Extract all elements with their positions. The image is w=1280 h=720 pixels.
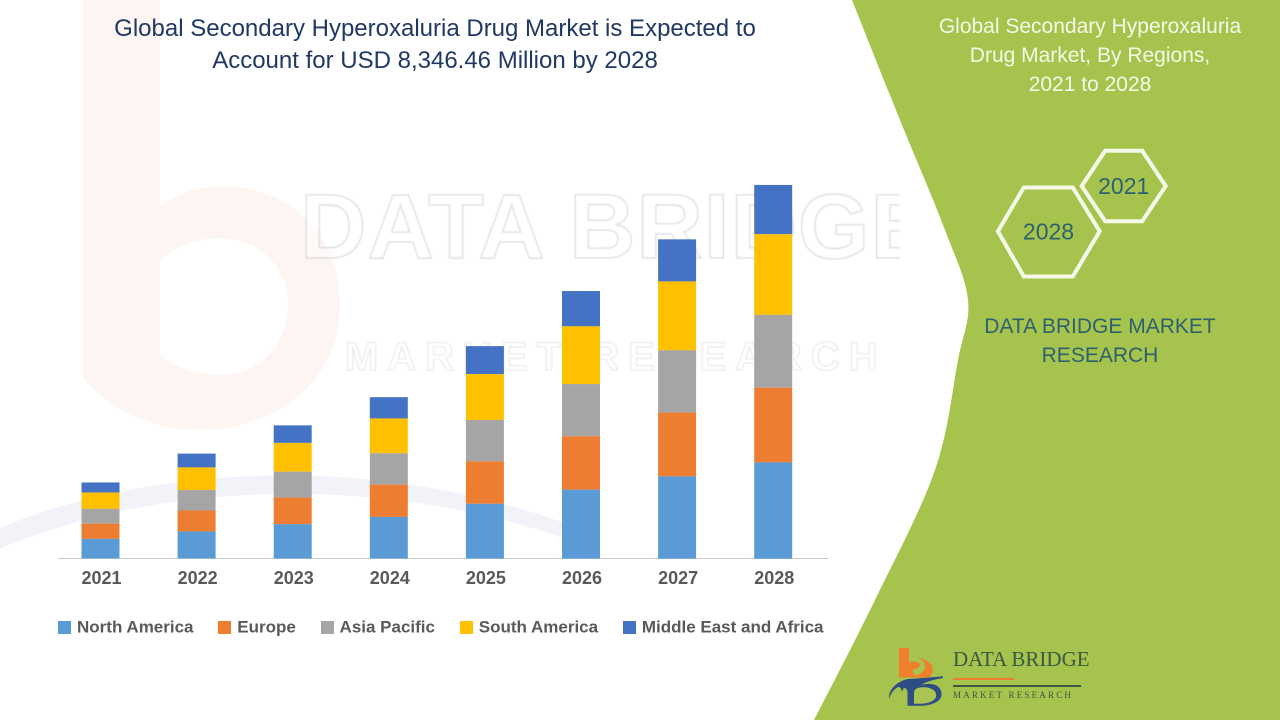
svg-text:2021: 2021	[1098, 173, 1149, 199]
svg-text:2028: 2028	[1023, 219, 1074, 245]
